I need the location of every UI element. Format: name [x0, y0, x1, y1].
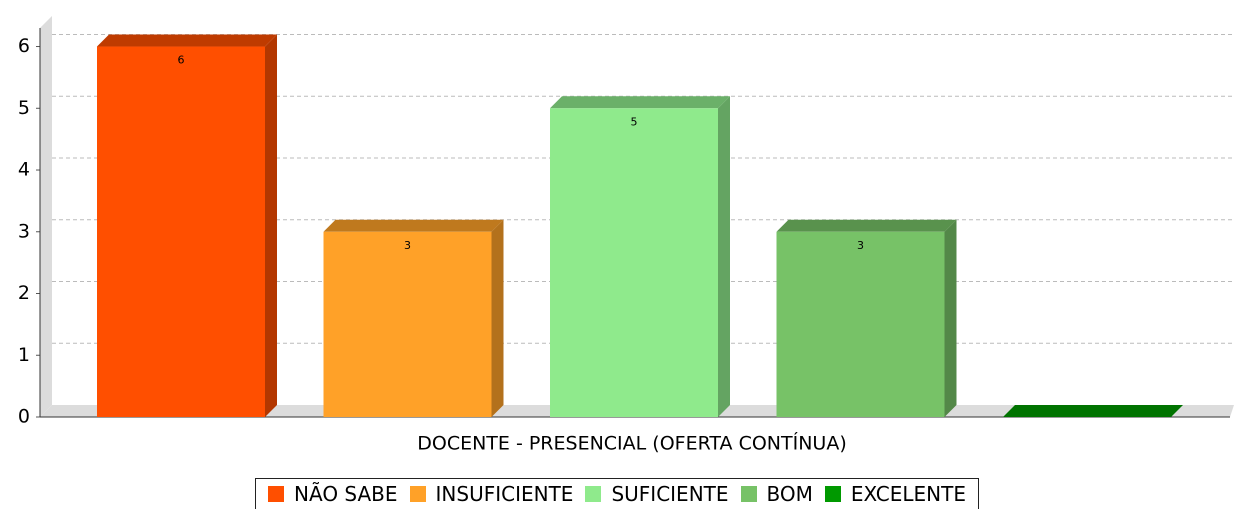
data-label: 3 [857, 239, 864, 252]
y-tick-label: 6 [18, 35, 30, 57]
legend-box: NÃO SABE INSUFICIENTE SUFICIENTE BOM EXCELEN… [255, 478, 979, 509]
legend-swatch [268, 486, 285, 502]
legend-item: NÃO SABE [268, 482, 398, 506]
data-label: 3 [404, 239, 411, 252]
y-tick-label: 5 [18, 97, 30, 119]
legend-swatch [409, 486, 426, 502]
data-label: 6 [178, 54, 185, 67]
legend-item: BOM [740, 482, 813, 506]
bar-top [1003, 405, 1183, 417]
bar-side [491, 219, 504, 417]
legend-item: INSUFICIENTE [409, 482, 574, 506]
y-tick-label: 0 [18, 406, 30, 428]
legend: NÃO SABE INSUFICIENTE SUFICIENTE BOM EXCELEN… [0, 478, 1234, 509]
bar-top [776, 219, 957, 232]
legend-item: SUFICIENTE [585, 482, 729, 506]
legend-swatch [824, 486, 841, 502]
bar-side [718, 96, 730, 418]
legend-label: BOM [766, 482, 813, 506]
legend-swatch [585, 486, 602, 502]
legend-swatch [740, 486, 757, 502]
bar-top [550, 96, 730, 109]
y-tick-label: 4 [18, 159, 30, 181]
bar-side [265, 34, 277, 418]
legend-label: SUFICIENTE [611, 482, 729, 506]
y-tick-label: 1 [18, 344, 30, 366]
bar-side [944, 219, 957, 417]
bar-top [323, 219, 504, 232]
legend-label: NÃO SABE [294, 482, 398, 506]
legend-label: EXCELENTE [850, 482, 966, 506]
y-tick-label: 3 [18, 220, 30, 242]
bar [323, 231, 492, 417]
y-tick-label: 2 [18, 282, 30, 304]
legend-item: EXCELENTE [824, 482, 966, 506]
legend-label: INSUFICIENTE [435, 482, 574, 506]
category-label: DOCENTE - PRESENCIAL (OFERTA CONTÍNUA) [417, 432, 847, 455]
bar [776, 231, 945, 417]
bar-top [97, 34, 277, 47]
left-wall [40, 16, 52, 417]
bar [550, 108, 718, 418]
data-label: 5 [631, 115, 638, 128]
bar [97, 46, 265, 418]
